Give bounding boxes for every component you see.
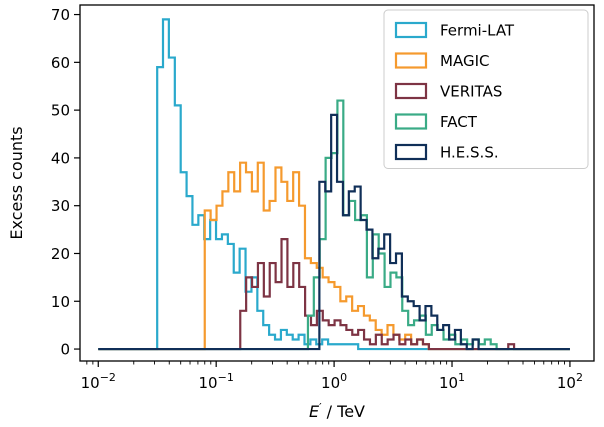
y-tick-label: 50 [51, 102, 70, 120]
x-tick-label: 101 [439, 371, 465, 392]
legend-swatch [394, 113, 428, 130]
x-tick-label: 10−1 [199, 371, 234, 392]
series-veritas [98, 238, 570, 351]
series-fermi-lat [98, 18, 570, 351]
legend-swatch [394, 21, 428, 39]
legend-label: MAGIC [440, 52, 489, 70]
x-axis-ticks: 10−2 10−1 100 101 102 [81, 361, 583, 392]
y-tick-label: 20 [51, 245, 70, 263]
series-h-e-s-s [98, 113, 570, 351]
x-axis-label-unit: / TeV [322, 402, 365, 421]
y-tick-label: 10 [51, 293, 70, 311]
legend-label: Fermi-LAT [440, 22, 515, 40]
x-axis-label: E′ / TeV [309, 401, 365, 421]
legend-label: VERITAS [440, 83, 502, 101]
legend: Fermi-LAT MAGIC VERITAS FACT H.E.S.S. [383, 9, 589, 169]
y-tick-label: 0 [60, 341, 70, 359]
series-magic [98, 161, 570, 351]
legend-frame [383, 9, 589, 169]
x-tick-label: 102 [557, 371, 583, 392]
legend-label: H.E.S.S. [440, 144, 499, 162]
y-tick-label: 70 [51, 6, 70, 24]
x-axis-label-symbol: E [309, 402, 320, 421]
legend-swatch [394, 52, 428, 69]
y-axis-ticks: 0 10 20 30 40 50 60 70 [51, 6, 80, 359]
x-tick-label: 100 [321, 371, 347, 392]
x-tick-label: 10−2 [81, 371, 116, 392]
legend-swatch [394, 82, 428, 100]
x-axis-label-prime: ′ [319, 401, 322, 414]
y-tick-label: 60 [51, 54, 70, 72]
legend-swatch [394, 143, 428, 161]
plot-frame [79, 4, 595, 362]
legend-label: FACT [440, 113, 478, 131]
y-tick-label: 30 [51, 197, 70, 215]
y-axis-label: Excess counts [7, 126, 26, 239]
y-tick-label: 40 [51, 149, 70, 167]
